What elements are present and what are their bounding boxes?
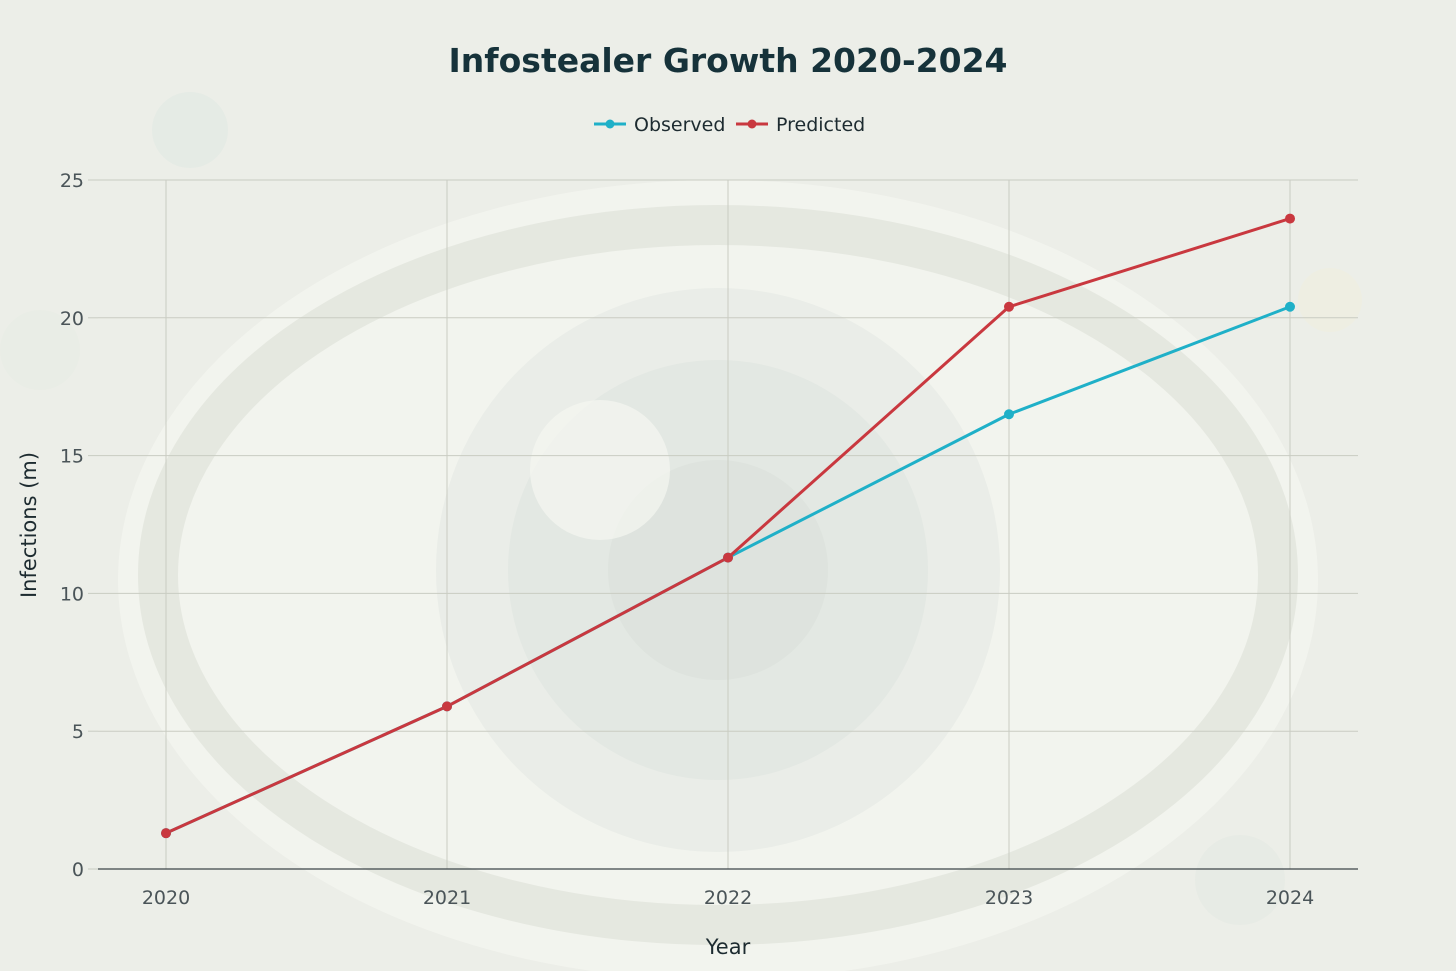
background-illustration xyxy=(0,0,1420,971)
predicted-point[interactable] xyxy=(442,701,452,712)
series-layer xyxy=(161,213,1295,839)
y-tick-label: 20 xyxy=(60,308,84,330)
y-tick-label: 10 xyxy=(60,583,84,605)
legend[interactable]: Observed Predicted xyxy=(594,114,865,136)
legend-swatch-marker xyxy=(605,119,615,129)
y-axis-title: Infections (m) xyxy=(17,452,41,598)
y-tick-label: 5 xyxy=(72,721,84,743)
predicted-point[interactable] xyxy=(161,828,171,839)
legend-item-observed[interactable]: Observed xyxy=(594,114,725,136)
legend-swatch-marker xyxy=(747,119,757,129)
predicted-point[interactable] xyxy=(1004,301,1014,312)
x-tick-label: 2020 xyxy=(142,887,190,909)
x-tick-label: 2024 xyxy=(1266,887,1314,909)
x-tick-label: 2021 xyxy=(423,887,471,909)
axes: 0 5 10 15 20 25 2020 2021 2022 2023 2024 xyxy=(60,170,1358,909)
x-axis-title: Year xyxy=(705,935,751,959)
observed-point[interactable] xyxy=(1004,409,1014,420)
legend-item-predicted[interactable]: Predicted xyxy=(736,114,865,136)
x-tick-label: 2022 xyxy=(704,887,752,909)
predicted-point[interactable] xyxy=(723,552,733,563)
y-tick-label: 25 xyxy=(60,170,84,192)
gridlines xyxy=(88,179,1358,870)
observed-point[interactable] xyxy=(1285,301,1295,312)
y-tick-label: 15 xyxy=(60,446,84,468)
y-tick-label: 0 xyxy=(72,859,84,881)
line-chart: 0 5 10 15 20 25 2020 2021 2022 2023 2024 Infosteal… xyxy=(0,0,1420,971)
predicted-point[interactable] xyxy=(1285,213,1295,224)
legend-label: Observed xyxy=(634,114,725,136)
chart-title: Infostealer Growth 2020-2024 xyxy=(449,41,1008,80)
x-tick-label: 2023 xyxy=(985,887,1033,909)
legend-label: Predicted xyxy=(776,114,865,136)
